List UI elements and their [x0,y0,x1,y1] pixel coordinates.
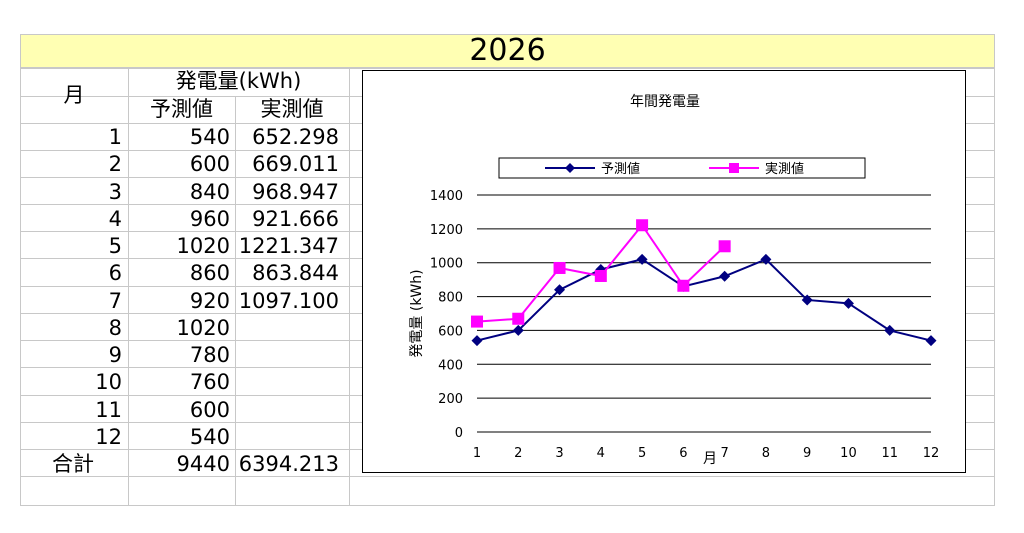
grid-line [20,68,995,69]
data-point-forecast [512,324,524,336]
data-point-forecast [636,253,648,265]
y-tick-label: 1000 [430,257,463,272]
data-point-actual [512,312,525,325]
data-point-forecast [925,335,937,347]
x-axis-label: 月 [703,451,717,467]
total-label: 合計 [52,452,94,476]
grid-line [235,96,236,506]
y-tick-label: 0 [455,426,463,441]
grid-line [20,505,995,506]
legend-box [498,157,866,179]
year-title: 2026 [20,34,995,68]
forecast-cell: 920 [189,289,230,313]
actual-cell: 921.666 [252,207,339,231]
legend-label: 予測値 [601,161,640,177]
total-forecast: 9440 [176,452,230,476]
month-cell: 10 [95,370,122,394]
forecast-cell: 1020 [176,316,230,340]
grid-line [128,68,129,506]
series-line-1 [476,258,932,342]
forecast-cell: 600 [189,398,230,422]
x-tick-label: 8 [762,446,770,461]
grid-line [20,476,995,477]
legend-marker [565,163,575,173]
month-cell: 5 [108,234,122,258]
x-tick-label: 3 [555,446,563,461]
legend-label: 実測値 [765,161,804,177]
data-point-actual [718,240,731,253]
forecast-cell: 540 [189,425,230,449]
y-tick-label: 600 [438,324,463,339]
data-point-actual [677,279,690,292]
forecast-cell: 540 [189,125,230,149]
actual-cell: 863.844 [252,261,339,285]
y-axis-label: 発電量 (kWh) [409,269,425,357]
data-point-forecast [760,253,772,265]
generation-header: 発電量(kWh) [175,69,302,93]
month-cell: 12 [95,425,122,449]
forecast-header: 予測値 [150,97,213,121]
forecast-cell: 1020 [176,234,230,258]
grid-line [20,34,21,506]
grid-line [349,68,350,506]
chart-title: 年間発電量 [630,94,700,110]
month-header: 月 [63,83,85,107]
y-tick-label: 1400 [430,189,463,204]
actual-cell: 652.298 [252,125,339,149]
x-tick-label: 4 [597,446,605,461]
forecast-cell: 760 [189,370,230,394]
chart-area: 年間発電量 0 200 400 600 800 1000 1200 1400 1 2 3 4 5 6 7 8 9… [362,70,966,473]
y-tick-label: 1200 [430,223,463,238]
y-tick-label: 400 [438,358,463,373]
forecast-cell: 780 [189,343,230,367]
actual-cell: 1097.100 [238,289,339,313]
month-cell: 4 [108,207,122,231]
data-point-actual [471,315,483,328]
x-tick-label: 6 [679,446,687,461]
forecast-cell: 840 [189,180,230,204]
data-point-forecast [554,284,566,296]
data-point-forecast [801,294,813,306]
forecast-cell: 600 [189,152,230,176]
x-tick-label: 9 [803,446,811,461]
data-point-forecast [471,335,483,347]
month-cell: 2 [108,152,122,176]
legend-marker [729,163,739,173]
month-cell: 6 [108,261,122,285]
data-point-forecast [719,270,731,282]
month-cell: 1 [108,125,122,149]
x-tick-label: 12 [923,446,940,461]
actual-cell: 669.011 [252,152,339,176]
forecast-cell: 960 [189,207,230,231]
month-cell: 3 [108,180,122,204]
month-cell: 7 [108,289,122,313]
month-cell: 9 [108,343,122,367]
grid-line [994,34,995,506]
actual-cell: 1221.347 [238,234,339,258]
data-point-actual [553,261,566,274]
data-point-actual [636,219,649,232]
month-cell: 8 [108,316,122,340]
actual-cell: 968.947 [252,180,339,204]
data-point-forecast [884,324,896,336]
x-tick-label: 11 [881,446,898,461]
y-tick-label: 200 [438,392,463,407]
forecast-cell: 860 [189,261,230,285]
x-tick-label: 5 [638,446,646,461]
x-tick-label: 2 [514,446,522,461]
month-cell: 11 [95,398,122,422]
x-tick-label: 1 [473,446,481,461]
data-point-actual [594,269,607,282]
total-actual: 6394.213 [238,452,339,476]
y-tick-label: 800 [438,291,463,306]
x-tick-label: 7 [720,446,728,461]
x-tick-label: 10 [840,446,857,461]
actual-header: 実測値 [260,97,324,121]
data-point-forecast [842,297,854,309]
